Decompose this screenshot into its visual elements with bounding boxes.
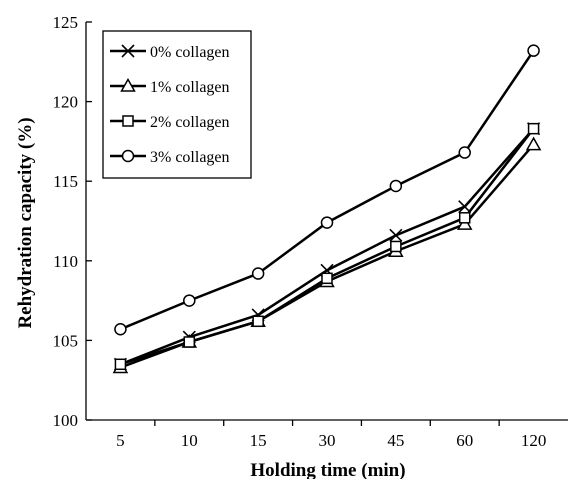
y-tick-label: 120: [53, 93, 79, 112]
legend-item-0-collagen: 0% collagen: [110, 44, 230, 61]
y-tick-label: 115: [53, 172, 78, 191]
data-point-3-collagen: [458, 146, 471, 159]
x-axis-title: Holding time (min): [250, 460, 405, 479]
data-point-3-collagen: [114, 323, 127, 336]
y-tick-label: 110: [53, 252, 78, 271]
legend-marker-x: [121, 44, 135, 58]
x-tick-label: 5: [116, 431, 125, 450]
data-point-1-collagen: [525, 136, 542, 151]
data-point-2-collagen: [321, 272, 333, 285]
legend-label: 1% collagen: [150, 79, 230, 96]
data-point-2-collagen: [114, 358, 127, 371]
data-point-2-collagen: [183, 336, 196, 348]
y-tick-label: 100: [53, 411, 79, 430]
x-tick-label: 45: [387, 431, 404, 450]
data-point-2-collagen: [527, 122, 540, 135]
legend-label: 2% collagen: [150, 114, 230, 131]
y-axis-ticks: 100 105 110 115 120 125: [53, 13, 92, 430]
legend: 0% collagen 1% collagen 2% collagen 3% coll…: [102, 30, 252, 179]
x-tick-label: 30: [319, 431, 336, 450]
legend-label: 3% collagen: [150, 149, 230, 166]
x-tick-label: 60: [456, 431, 473, 450]
data-point-3-collagen: [251, 267, 265, 280]
legend-marker-circle: [121, 149, 135, 163]
x-tick-label: 10: [181, 431, 198, 450]
legend-item-3-collagen: 3% collagen: [110, 149, 230, 166]
series-layer: [112, 44, 542, 374]
data-point-3-collagen: [527, 44, 540, 57]
data-point-2-collagen: [458, 212, 471, 224]
legend-item-2-collagen: 2% collagen: [110, 114, 230, 131]
data-point-3-collagen: [389, 179, 403, 193]
x-tick-label: 15: [250, 431, 267, 450]
legend-item-1-collagen: 1% collagen: [110, 77, 230, 96]
legend-marker-square: [122, 115, 134, 127]
series-3-collagen: [114, 44, 540, 336]
x-axis-ticks: 5 10 15 30 45 60 120: [116, 420, 546, 450]
y-tick-label: 105: [53, 331, 79, 350]
y-tick-label: 125: [53, 13, 79, 32]
series-2-collagen: [114, 122, 540, 371]
axes: [85, 22, 568, 421]
x-tick-label: 120: [521, 431, 547, 450]
data-point-3-collagen: [320, 216, 334, 229]
y-axis-title: Rehydration capacity (%): [15, 117, 36, 328]
legend-items: 0% collagen 1% collagen 2% collagen 3% coll…: [110, 44, 230, 166]
legend-marker-triangle: [120, 77, 136, 92]
legend-label: 0% collagen: [150, 44, 230, 61]
data-point-2-collagen: [390, 240, 402, 253]
data-point-3-collagen: [183, 294, 196, 307]
data-point-2-collagen: [252, 315, 264, 328]
data-point-0-collagen: [389, 228, 403, 242]
